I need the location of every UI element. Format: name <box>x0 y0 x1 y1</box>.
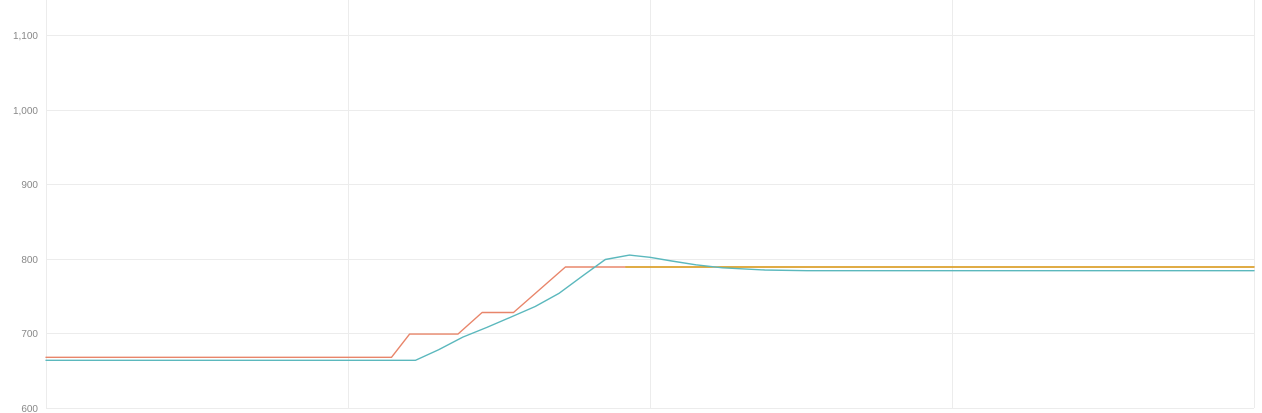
y-tick-label-900: 900 <box>21 180 38 191</box>
y-tick-label-600: 600 <box>21 404 38 413</box>
y-tick-label-1100: 1,100 <box>13 31 38 42</box>
y-tick-label-800: 800 <box>21 255 38 266</box>
series-line-2 <box>45 254 1255 361</box>
y-tick-label-700: 700 <box>21 329 38 340</box>
series-lines <box>45 254 1255 361</box>
y-tick-label-1000: 1,000 <box>13 106 38 117</box>
grid <box>46 0 1255 409</box>
y-axis-tick-labels: 600 700 800 900 1,000 1,100 <box>13 31 38 413</box>
